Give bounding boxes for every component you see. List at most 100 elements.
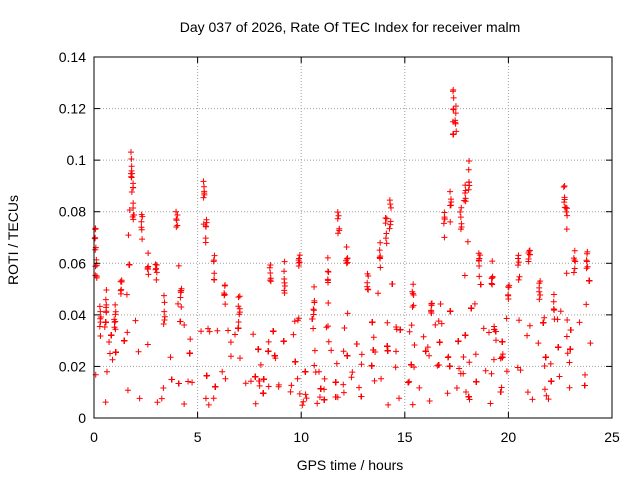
- roti-point: [340, 381, 347, 388]
- roti-point: [340, 348, 347, 355]
- roti-point: [424, 344, 431, 351]
- roti-point: [420, 333, 427, 340]
- roti-point: [103, 368, 110, 375]
- roti-point: [257, 361, 264, 368]
- roti-point: [563, 333, 570, 340]
- roti-point: [587, 340, 594, 347]
- roti-point: [566, 384, 573, 391]
- roti-point: [434, 362, 441, 369]
- roti-point: [384, 319, 391, 326]
- roti-point: [514, 364, 521, 371]
- roti-point: [497, 355, 504, 362]
- roti-point: [175, 300, 182, 307]
- roti-point: [426, 352, 433, 359]
- roti-point: [557, 308, 564, 315]
- roti-point: [432, 321, 439, 328]
- roti-point: [227, 339, 234, 346]
- roti-point: [181, 321, 188, 328]
- roti-point: [106, 339, 113, 346]
- roti-point: [187, 336, 194, 343]
- roti-point: [136, 395, 143, 402]
- roti-point: [464, 238, 471, 245]
- roti-point: [453, 384, 460, 391]
- roti-point: [132, 317, 139, 324]
- roti-point: [102, 399, 109, 406]
- roti-point: [291, 318, 298, 325]
- roti-point: [311, 347, 318, 354]
- roti-point: [461, 272, 468, 279]
- roti-point: [97, 333, 104, 340]
- roti-point: [124, 329, 131, 336]
- roti-point: [371, 377, 378, 384]
- roti-point: [202, 395, 209, 402]
- roti-point: [582, 371, 589, 378]
- roti-point: [564, 350, 571, 357]
- roti-point: [344, 310, 351, 317]
- roti-point: [486, 329, 493, 336]
- roti-point: [576, 319, 583, 326]
- roti-point: [125, 232, 132, 239]
- roti-point: [265, 383, 272, 390]
- roti-point: [219, 368, 226, 375]
- roti-point: [109, 356, 116, 363]
- roti-point: [167, 354, 174, 361]
- roti-point: [566, 359, 573, 366]
- roti-point: [444, 390, 451, 397]
- roti-point: [101, 324, 108, 331]
- roti-point: [435, 318, 442, 325]
- roti-point: [378, 375, 385, 382]
- roti-point: [124, 387, 131, 394]
- roti-point: [563, 270, 570, 277]
- roti-point: [340, 389, 347, 396]
- roti-point: [541, 386, 548, 393]
- roti-point: [498, 384, 505, 391]
- roti-point: [466, 359, 473, 366]
- roti-point: [406, 378, 413, 385]
- roti-point: [524, 389, 531, 396]
- roti-point: [524, 332, 531, 339]
- roti-point: [294, 317, 301, 324]
- roti-point: [408, 322, 415, 329]
- roti-point: [235, 318, 242, 325]
- roti-point: [333, 360, 340, 367]
- roti-point: [358, 351, 365, 358]
- roti-point: [547, 360, 554, 367]
- roti-point: [314, 400, 321, 407]
- roti-point: [545, 396, 552, 403]
- roti-point: [472, 351, 479, 358]
- roti-point: [503, 315, 510, 322]
- roti-point: [185, 378, 192, 385]
- roti-point: [310, 325, 317, 332]
- roti-point: [349, 369, 356, 376]
- roti-point: [445, 353, 452, 360]
- roti-point: [288, 382, 295, 389]
- data-points: [91, 86, 594, 409]
- roti-point: [225, 327, 232, 334]
- roti-point: [516, 317, 523, 324]
- roti-point: [535, 340, 542, 347]
- roti-point: [503, 368, 510, 375]
- roti-point: [462, 388, 469, 395]
- roti-point: [543, 392, 550, 399]
- roti-point: [303, 395, 310, 402]
- roti-point: [252, 400, 259, 407]
- roti-point: [316, 368, 323, 375]
- roti-point: [444, 354, 451, 361]
- roti-point: [406, 328, 413, 335]
- roti-point: [396, 395, 403, 402]
- roti-point: [517, 367, 524, 374]
- roti-point: [154, 399, 161, 406]
- roti-point: [300, 398, 307, 405]
- roti-point: [247, 378, 254, 385]
- roti-point: [488, 370, 495, 377]
- roti-point: [529, 396, 536, 403]
- roti-point: [416, 384, 423, 391]
- roti-point: [205, 325, 212, 332]
- roti-point: [126, 207, 133, 214]
- roti-point: [287, 388, 294, 395]
- roti-point: [294, 375, 301, 382]
- roti-point: [106, 350, 113, 357]
- roti-point: [231, 331, 238, 338]
- roti-point: [275, 383, 282, 390]
- roti-point: [480, 325, 487, 332]
